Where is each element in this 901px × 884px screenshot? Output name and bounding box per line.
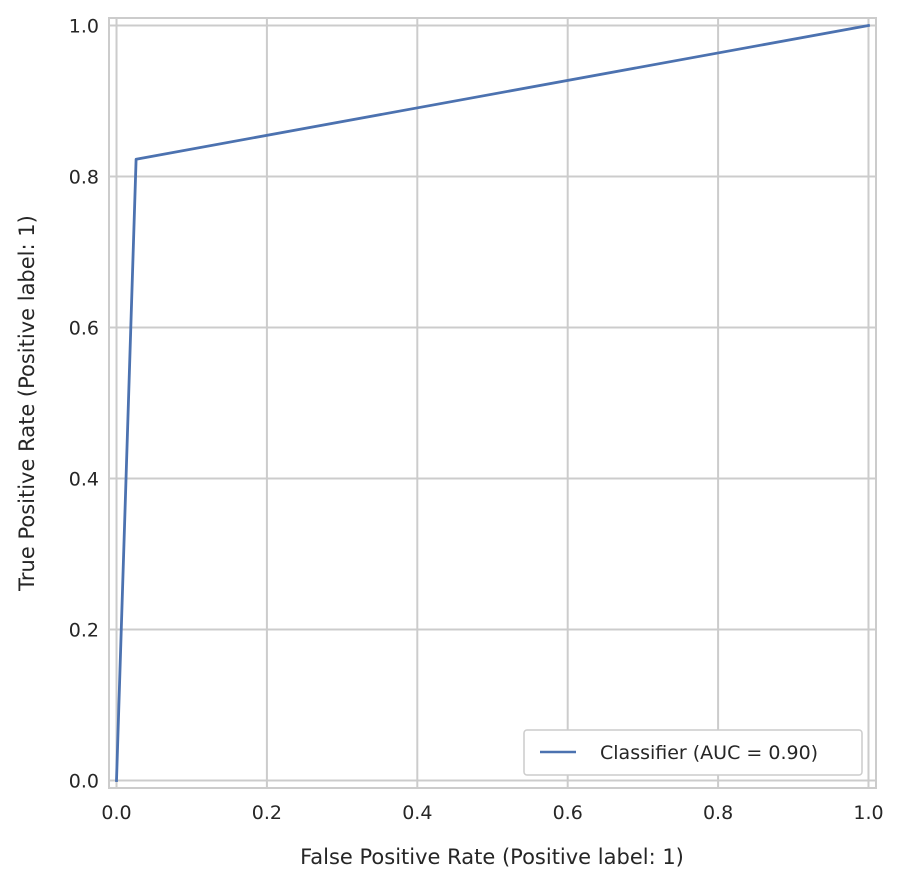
- series-line-0: [115, 23, 871, 782]
- y-tick-label-3: 0.6: [69, 318, 99, 340]
- x-tick-label-3: 0.6: [553, 802, 583, 824]
- x-tick-label-5: 1.0: [853, 802, 883, 824]
- x-tick-labels: 0.0 0.2 0.4 0.6 0.8 1.0: [101, 802, 883, 824]
- y-tick-labels: 0.0 0.2 0.4 0.6 0.8 1.0: [69, 16, 99, 793]
- x-axis-label: False Positive Rate (Positive label: 1): [300, 845, 684, 869]
- y-tick-label-5: 1.0: [69, 16, 99, 38]
- y-tick-label-0: 0.0: [69, 770, 99, 792]
- x-tick-label-4: 0.8: [703, 802, 733, 824]
- grid-lines: [109, 18, 876, 788]
- x-tick-label-1: 0.2: [252, 802, 282, 824]
- y-axis-label: True Positive Rate (Positive label: 1): [15, 215, 39, 592]
- y-tick-label-1: 0.2: [69, 619, 99, 641]
- series-group: [115, 23, 871, 782]
- plot-area-frame: [108, 17, 877, 789]
- y-tick-label-4: 0.8: [69, 167, 99, 189]
- x-tick-label-0: 0.0: [101, 802, 131, 824]
- legend-label-classifier: Classifier (AUC = 0.90): [600, 742, 818, 764]
- x-tick-label-2: 0.4: [402, 802, 432, 824]
- y-tick-label-2: 0.4: [69, 468, 99, 490]
- legend: Classifier (AUC = 0.90): [523, 729, 863, 776]
- legend-frame: [523, 729, 863, 776]
